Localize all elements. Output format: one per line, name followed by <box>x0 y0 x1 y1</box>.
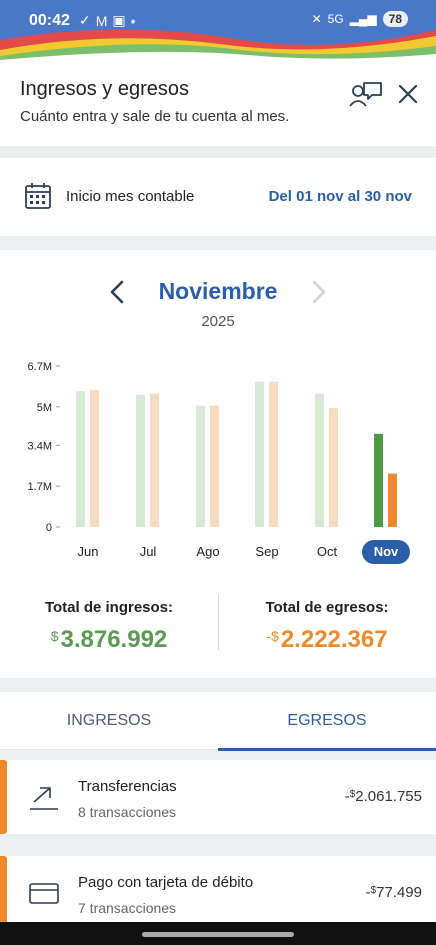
feedback-icon <box>349 82 382 107</box>
expense-accent-bar <box>0 760 7 834</box>
page-subtitle: Cuánto entra y sale de tu cuenta al mes. <box>20 108 290 125</box>
transfer-arrow-icon <box>30 787 58 810</box>
expense-currency: -$ <box>266 628 279 644</box>
expense-total-value: -$2.222.367 <box>218 626 436 654</box>
selected-month-pill[interactable] <box>362 540 410 564</box>
amount-currency: $ <box>349 789 356 800</box>
battery-icon: 78 <box>382 11 408 27</box>
expense-amount: 2.222.367 <box>280 626 388 653</box>
dot-icon: • <box>130 12 136 29</box>
y-tick-label: 1.7M <box>28 481 52 493</box>
expense-total: Total de egresos: -$2.222.367 <box>218 590 436 654</box>
transaction-category-item[interactable]: Transferencias 8 transacciones -$2.061.7… <box>0 760 436 834</box>
totals-summary: Total de ingresos: $3.876.992 Total de e… <box>0 590 436 660</box>
y-tick-label: 5M <box>37 402 52 414</box>
wallet-icon: ▣ <box>112 12 126 28</box>
check-circle-icon: ✓ <box>79 12 91 28</box>
income-bar[interactable] <box>255 381 264 527</box>
income-bar[interactable] <box>374 433 383 527</box>
income-expense-bar-chart: 6.7M 5M 3.4M 1.7M 0 Jun Jul Ago Sep Oct Nov <box>28 361 410 564</box>
x-tick-label[interactable]: Nov <box>374 544 399 559</box>
expense-total-label: Total de egresos: <box>265 599 389 616</box>
x-tick-label[interactable]: Sep <box>255 544 278 559</box>
clock: 00:42 <box>29 12 70 29</box>
income-total-label: Total de ingresos: <box>44 599 174 616</box>
x-tick-label[interactable]: Oct <box>317 544 338 559</box>
close-icon <box>398 84 418 104</box>
expense-bar[interactable] <box>269 381 278 527</box>
transaction-category-name: Pago con tarjeta de débito <box>78 874 254 891</box>
debit-card-icon <box>29 883 59 904</box>
income-bar[interactable] <box>315 393 324 527</box>
mute-icon: ✕ <box>311 12 322 26</box>
amount-value: 2.061.755 <box>355 788 422 805</box>
tab-ingresos[interactable]: INGRESOS <box>66 712 152 729</box>
y-tick-label: 0 <box>46 522 52 534</box>
transaction-count: 8 transacciones <box>78 804 177 820</box>
y-tick-label: 6.7M <box>28 361 52 373</box>
page-title: Ingresos y egresos <box>20 78 189 100</box>
amount-value: 77.499 <box>376 884 422 901</box>
transaction-category-name: Transferencias <box>78 778 177 795</box>
expense-accent-bar <box>0 856 7 930</box>
expense-bar[interactable] <box>90 390 99 527</box>
amount-sign: - <box>344 788 350 805</box>
next-month-button[interactable] <box>304 278 332 306</box>
period-range-link[interactable]: Del 01 nov al 30 nov <box>268 188 412 205</box>
period-label: Inicio mes contable <box>66 188 195 205</box>
transaction-tabs: INGRESOS EGRESOS <box>0 692 436 751</box>
previous-month-button[interactable] <box>104 278 132 306</box>
income-bar[interactable] <box>76 391 85 527</box>
expense-bar[interactable] <box>388 473 397 527</box>
totals-divider <box>218 594 219 650</box>
status-bar: 00:42 ✓ M ▣ • ✕ 5G ▂▄▆ 78 <box>0 0 436 60</box>
transaction-amount: -$77.499 <box>366 884 422 901</box>
chevron-right-icon <box>312 280 326 304</box>
network-label: 5G <box>327 12 344 26</box>
y-tick-label: 3.4M <box>28 440 52 452</box>
notification-icons: ✓ M ▣ • <box>79 12 136 29</box>
amount-sign: - <box>365 884 371 901</box>
income-amount: 3.876.992 <box>60 626 168 653</box>
income-total: Total de ingresos: $3.876.992 <box>0 590 218 654</box>
page-header: Ingresos y egresos Cuánto entra y sale d… <box>0 60 436 146</box>
monthly-chart-card: Noviembre 2025 6.7M 5M 3.4M 1.7M 0 Jun Jul Ago S… <box>0 250 436 678</box>
transaction-count: 7 transacciones <box>78 900 177 916</box>
transaction-amount: -$2.061.755 <box>345 788 422 805</box>
transaction-category-item[interactable]: Pago con tarjeta de débito 7 transaccion… <box>0 856 436 930</box>
expense-bar[interactable] <box>150 393 159 527</box>
x-tick-label[interactable]: Jun <box>78 544 99 559</box>
income-bar[interactable] <box>196 405 205 527</box>
tab-egresos[interactable]: EGRESOS <box>218 692 436 751</box>
mail-icon: M <box>95 12 108 29</box>
signal-icon: ▂▄▆ <box>349 12 377 26</box>
expense-bar[interactable] <box>210 405 219 527</box>
expense-bar[interactable] <box>329 408 338 527</box>
income-bar[interactable] <box>136 394 145 527</box>
calendar-icon <box>25 183 51 209</box>
close-button[interactable] <box>394 80 422 108</box>
system-icons: ✕ 5G ▂▄▆ 78 <box>312 11 408 27</box>
income-currency: $ <box>50 628 59 644</box>
year-label: 2025 <box>201 313 235 330</box>
header-wave-decoration <box>0 29 436 60</box>
income-total-value: $3.876.992 <box>0 626 218 654</box>
amount-currency: $ <box>370 885 377 896</box>
accounting-period-card[interactable]: Inicio mes contable Del 01 nov al 30 nov <box>0 158 436 236</box>
x-tick-label[interactable]: Ago <box>196 544 219 559</box>
month-title: Noviembre <box>158 278 278 304</box>
x-tick-label[interactable]: Jul <box>140 544 157 559</box>
home-indicator[interactable] <box>142 932 294 937</box>
feedback-button[interactable] <box>348 80 384 110</box>
chevron-left-icon <box>110 280 124 304</box>
